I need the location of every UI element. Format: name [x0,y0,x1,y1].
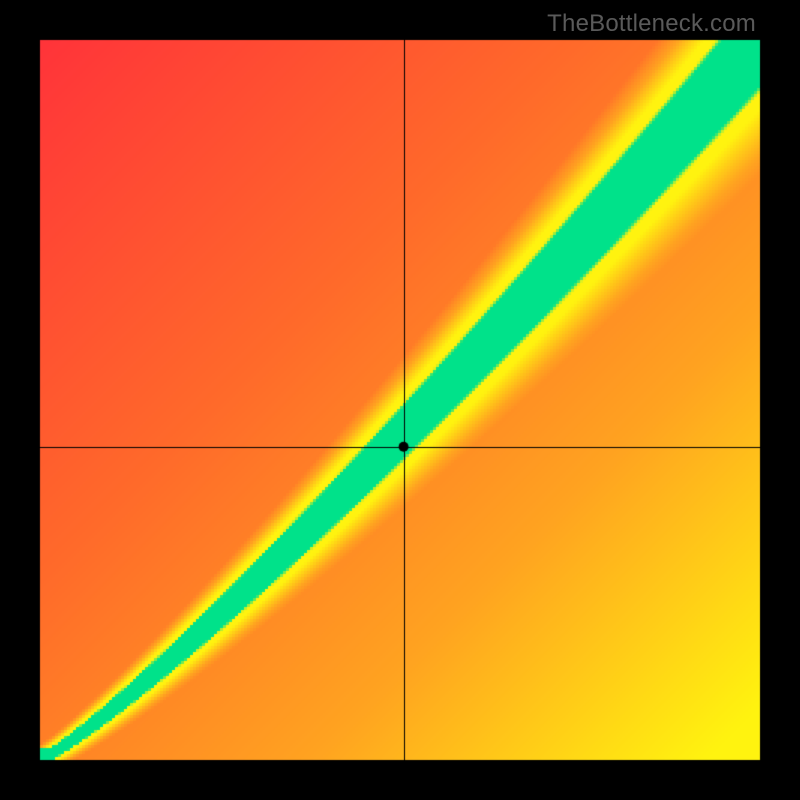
chart-container: TheBottleneck.com [0,0,800,800]
bottleneck-heatmap [0,0,800,800]
watermark-label: TheBottleneck.com [547,10,756,38]
